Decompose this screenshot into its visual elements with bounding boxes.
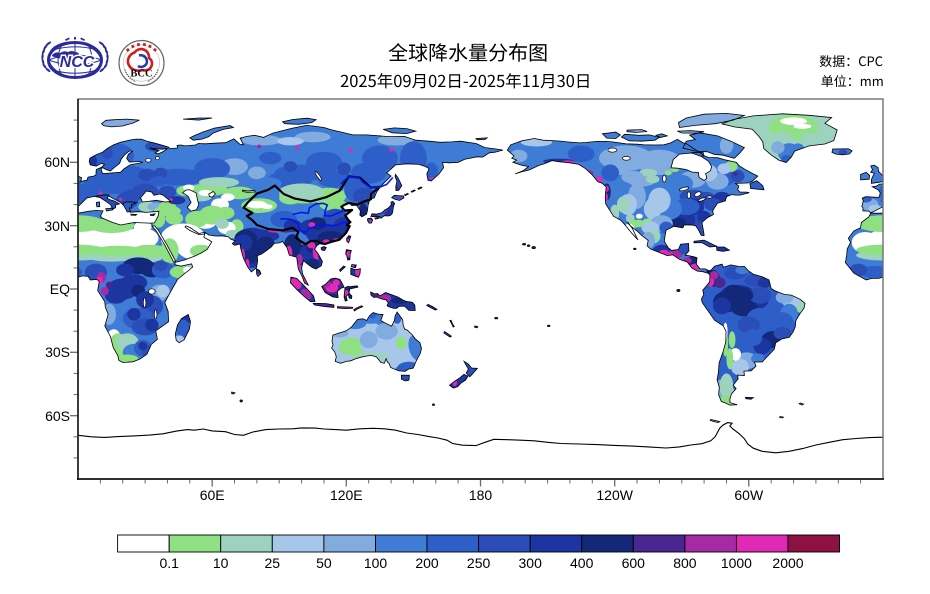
- svg-text:BCC: BCC: [130, 69, 152, 80]
- svg-text:NCC: NCC: [60, 54, 95, 71]
- svg-text:NCC: NCC: [60, 54, 95, 71]
